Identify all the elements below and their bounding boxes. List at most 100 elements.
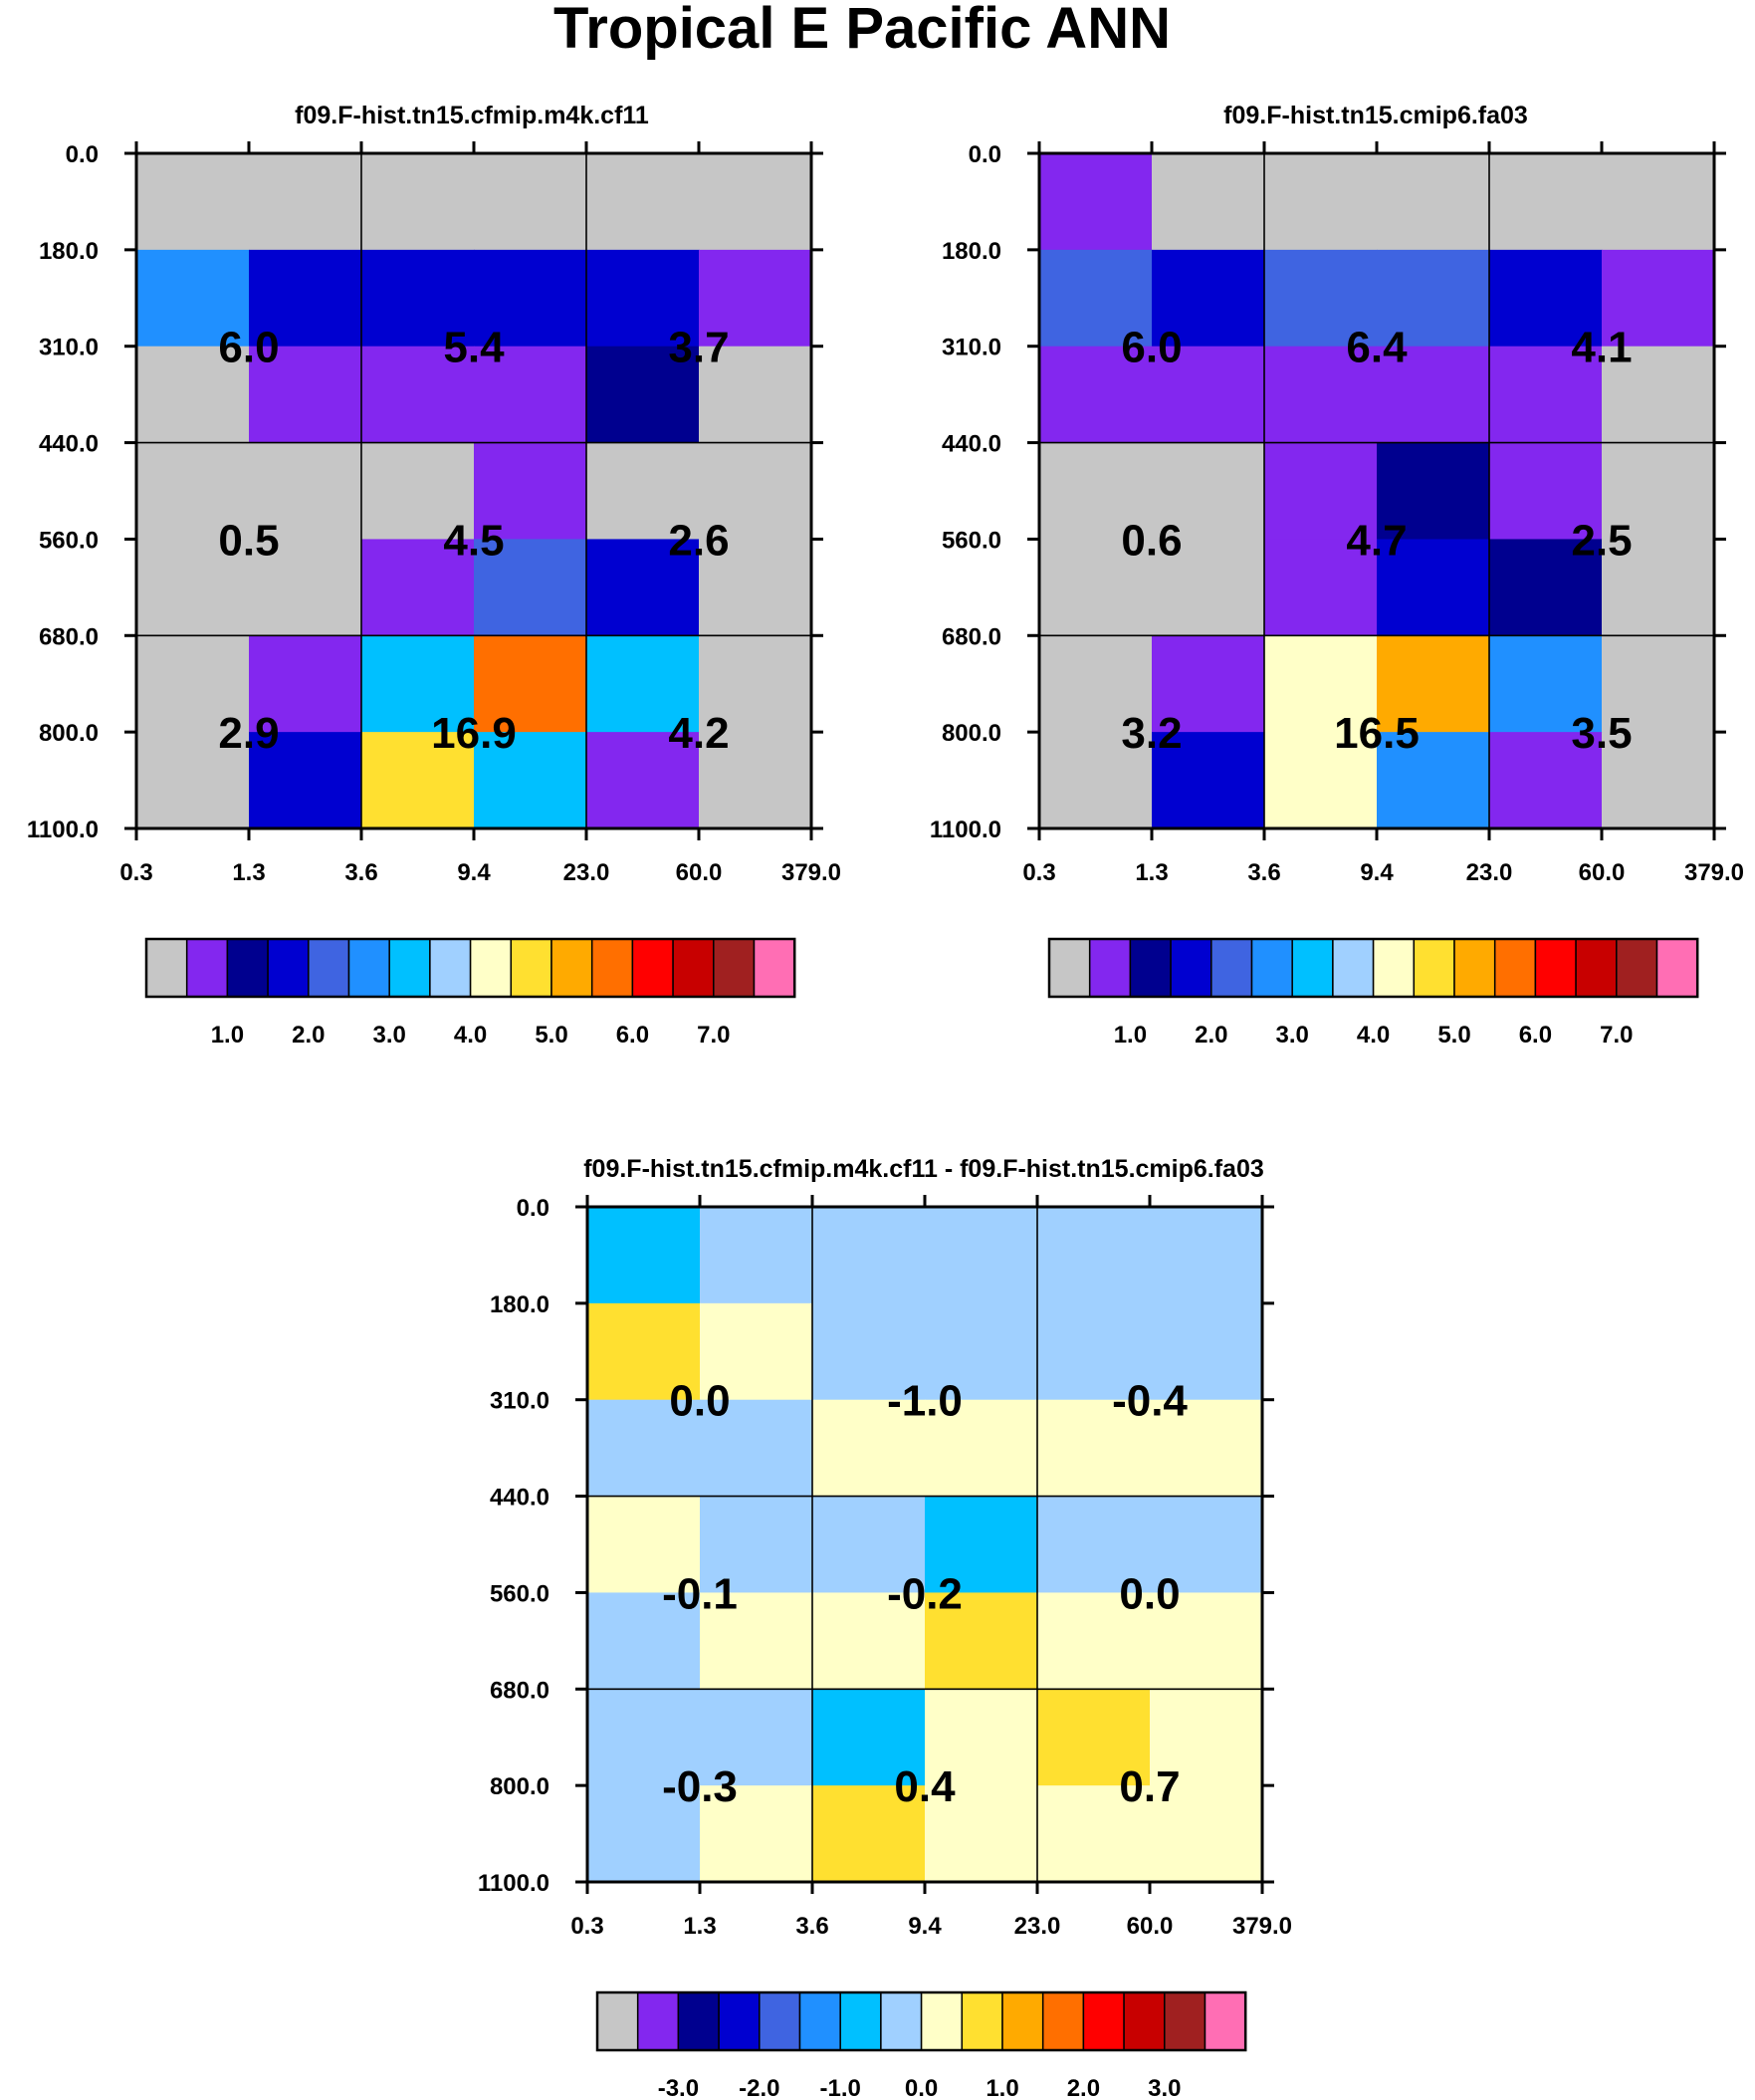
panel-model-cf11-colorbar-box-2 [226, 938, 269, 998]
panel-model-fa03-xtick-label-6: 379.0 [1684, 859, 1744, 886]
panel-model-cf11-cell-r2-c2 [361, 346, 475, 444]
panel-model-cf11-value-r2-c0: 2.9 [218, 709, 279, 758]
panel-model-fa03-colorbar-box-10 [1453, 938, 1496, 998]
panel-model-fa03-cell-r1-c2 [1264, 249, 1378, 348]
panel-difference-value-r1-c0: -0.1 [662, 1569, 738, 1618]
panel-model-fa03-cell-r3-c4 [1489, 442, 1603, 541]
panel-model-fa03-colorbar-label-3: 4.0 [1357, 1022, 1390, 1049]
panel-difference-cell-r5-c3 [925, 1689, 1038, 1786]
panel-model-fa03-cell-r3-c2 [1264, 442, 1378, 541]
panel-difference-ytick-label-3: 440.0 [490, 1485, 549, 1512]
panel-model-cf11-cell-r5-c0 [136, 635, 250, 733]
panel-model-fa03-xtick-label-2: 3.6 [1247, 859, 1280, 886]
panel-model-cf11-colorbar-box-9 [510, 938, 552, 998]
panel-model-cf11-cell-r3-c1 [249, 442, 362, 541]
panel-model-cf11-cell-r5-c1 [249, 635, 362, 733]
panel-model-cf11-cell-r1-c2 [361, 249, 475, 348]
panel-model-fa03-colorbar-box-14 [1616, 938, 1658, 998]
panel-model-cf11-colorbar-frame [144, 937, 796, 999]
panel-difference-ytick-label-6: 800.0 [490, 1773, 549, 1800]
panel-model-fa03-cell-r0-c5 [1602, 153, 1715, 251]
panel-model-fa03-colorbar-label-1: 2.0 [1195, 1022, 1227, 1049]
panel-difference-cell-r5-c0 [587, 1689, 701, 1786]
panel-difference-title: f09.F-hist.tn15.cfmip.m4k.cf11 - f09.F-h… [583, 1155, 1264, 1183]
panel-difference-cell-r4-c4 [1037, 1592, 1151, 1690]
panel-difference-value-r0-c0: 0.0 [669, 1377, 730, 1426]
panel-model-fa03-xtick-label-1: 1.3 [1135, 859, 1168, 886]
panel-model-cf11-xtick-label-1: 1.3 [232, 859, 265, 886]
panel-model-cf11-cell-r3-c2 [361, 442, 475, 541]
panel-difference-cell-r1-c0 [587, 1302, 701, 1401]
panel-difference-cell-r6-c4 [1037, 1785, 1151, 1883]
panel-model-cf11-cell-r6-c2 [361, 732, 475, 829]
panel-difference-colorbar-box-7 [880, 1991, 923, 2051]
panel-model-cf11-xtick-label-4: 23.0 [563, 859, 610, 886]
panel-model-fa03-ytick-label-2: 310.0 [942, 335, 1001, 361]
panel-model-cf11-colorbar-box-7 [429, 938, 472, 998]
panel-model-fa03-value-r1-c0: 0.6 [1121, 516, 1182, 565]
panel-model-cf11-value-r2-c2: 4.2 [668, 709, 729, 758]
panel-model-fa03-colorbar-label-2: 3.0 [1276, 1022, 1309, 1049]
panel-model-cf11-title: f09.F-hist.tn15.cfmip.m4k.cf11 [295, 102, 649, 129]
panel-model-fa03-colorbar-label-5: 6.0 [1519, 1022, 1552, 1049]
panel-difference-xtick-label-0: 0.3 [570, 1913, 603, 1940]
panel-model-cf11-value-r1-c0: 0.5 [218, 516, 279, 565]
panel-difference-cell-r6-c2 [812, 1785, 926, 1883]
panel-model-fa03-ytick-label-4: 560.0 [942, 527, 1001, 554]
panel-model-fa03-value-r2-c2: 3.5 [1571, 709, 1632, 758]
panel-model-cf11-cell-r3-c0 [136, 442, 250, 541]
panel-model-cf11-cell-r6-c4 [586, 732, 700, 829]
panel-model-fa03-title: f09.F-hist.tn15.cmip6.fa03 [1223, 102, 1528, 129]
panel-difference-cell-r1-c2 [812, 1302, 926, 1401]
panel-model-fa03-colorbar-box-12 [1534, 938, 1577, 998]
panel-difference-cell-r4-c5 [1150, 1592, 1263, 1690]
panel-difference-value-r1-c1: -0.2 [887, 1569, 963, 1618]
panel-model-fa03-colorbar-box-7 [1332, 938, 1375, 998]
panel-difference-colorbar-box-8 [920, 1991, 964, 2051]
panel-model-fa03: f09.F-hist.tn15.cmip6.fa03 0.3 1.3 3.6 9.4 2… [930, 102, 1744, 1049]
panel-difference-colorbar-label-4: 1.0 [986, 2075, 1018, 2100]
panel-model-cf11-cell-r0-c3 [474, 153, 587, 251]
panel-model-fa03-value-r0-c0: 6.0 [1121, 324, 1182, 372]
panel-model-cf11-colorbar-box-15 [753, 938, 795, 998]
panel-difference-colorbar-box-9 [961, 1991, 1003, 2051]
panel-model-fa03-cell-r6-c0 [1039, 732, 1153, 829]
panel-difference-colorbar-box-5 [798, 1991, 841, 2051]
panel-difference-colorbar-box-4 [759, 1991, 801, 2051]
panel-difference-cell-r4-c1 [700, 1592, 813, 1690]
panel-model-fa03-colorbar-box-8 [1372, 938, 1416, 998]
panel-model-cf11-cell-r5-c3 [474, 635, 587, 733]
panel-difference-colorbar-frame [595, 1990, 1247, 2052]
panel-model-cf11-xtick-label-0: 0.3 [119, 859, 152, 886]
panel-model-cf11-cell-r1-c5 [699, 249, 812, 348]
panel-model-cf11-colorbar-box-1 [185, 938, 229, 998]
panel-model-fa03-value-r0-c1: 6.4 [1346, 324, 1408, 372]
panel-model-cf11-cell-r1-c0 [136, 249, 250, 348]
panel-model-cf11-colorbar-box-3 [267, 938, 310, 998]
panel-model-fa03-cell-r6-c5 [1602, 732, 1715, 829]
panel-model-fa03-cell-r0-c4 [1489, 153, 1603, 251]
panel-model-fa03-value-r2-c0: 3.2 [1121, 709, 1182, 758]
panel-model-cf11-cell-r4-c0 [136, 539, 250, 636]
panel-model-fa03-cell-r3-c3 [1377, 442, 1490, 541]
panel-model-cf11-colorbar-box-11 [590, 938, 634, 998]
panel-difference-colorbar-label-3: 0.0 [905, 2075, 938, 2100]
panel-model-cf11-ytick-label-7: 1100.0 [27, 817, 99, 843]
panel-model-cf11-cell-r0-c1 [249, 153, 362, 251]
panel-model-fa03-colorbar-box-11 [1493, 938, 1537, 998]
panel-difference-cell-r5-c2 [812, 1689, 926, 1786]
panel-model-fa03-cell-r4-c1 [1152, 539, 1265, 636]
panel-model-fa03-ytick-label-0: 0.0 [969, 141, 1001, 168]
panel-difference-colorbar-box-1 [636, 1991, 680, 2051]
panel-model-cf11-cell-r2-c0 [136, 346, 250, 444]
panel-model-fa03-cell-r3-c0 [1039, 442, 1153, 541]
panel-difference-cell-r0-c1 [700, 1207, 813, 1304]
panel-model-cf11-colorbar-box-10 [550, 938, 593, 998]
panel-difference-cell-r6-c1 [700, 1785, 813, 1883]
panel-model-cf11-colorbar-label-6: 7.0 [697, 1022, 730, 1049]
panel-difference-value-r2-c0: -0.3 [662, 1762, 738, 1811]
panel-difference-cell-r3-c4 [1037, 1496, 1151, 1594]
panel-difference-colorbar-box-2 [677, 1991, 720, 2051]
panel-model-cf11-xtick-label-6: 379.0 [781, 859, 841, 886]
